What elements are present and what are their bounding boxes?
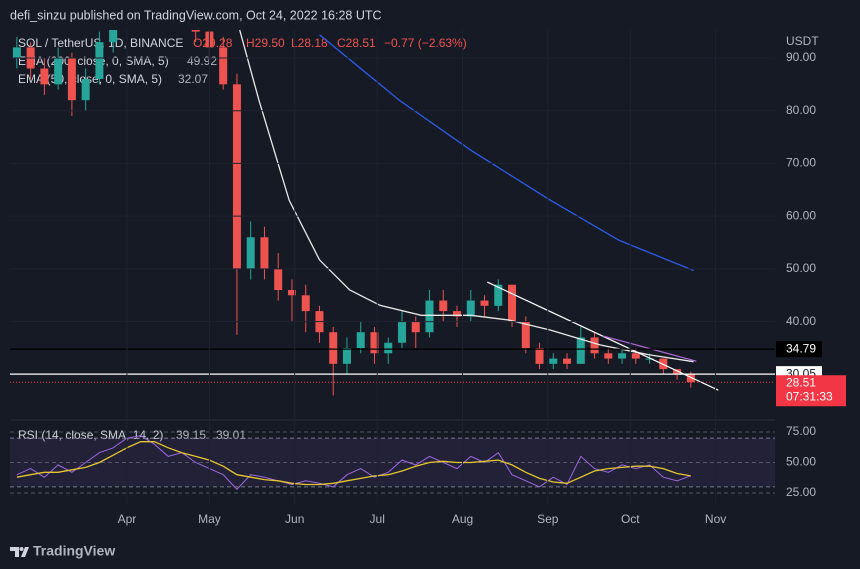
legend: SOL / TetherUS, 1D, BINANCE O29.28 H29.5… — [18, 36, 467, 442]
ohlc-low: L28.18 — [291, 36, 328, 50]
x-tick-label: May — [198, 512, 221, 526]
candle-body — [246, 237, 255, 269]
candle-body — [425, 300, 434, 333]
y-tick-label: 60.00 — [786, 208, 816, 222]
candle-body — [604, 353, 613, 359]
candle-body — [439, 300, 448, 312]
y-unit: USDT — [786, 34, 819, 48]
candle-body — [673, 369, 682, 375]
candle-body — [397, 321, 406, 343]
candle-body — [590, 337, 599, 354]
candle-body — [12, 47, 21, 58]
y-tick-label: 50.00 — [786, 261, 816, 275]
price-tag — [776, 341, 822, 358]
candle-body — [576, 337, 585, 364]
candle-body — [686, 374, 695, 383]
x-tick-label: Apr — [118, 512, 137, 526]
header: defi_sinzu published on TradingView.com,… — [10, 8, 382, 22]
candle-body — [645, 358, 654, 360]
rsi-band — [10, 438, 775, 487]
candle-body — [535, 348, 544, 364]
brand-logo — [10, 547, 29, 557]
candle-body — [508, 284, 517, 322]
candle-body — [329, 332, 338, 364]
candle-body — [480, 300, 489, 306]
candle-body — [356, 332, 365, 349]
candle-body — [95, 42, 104, 80]
brand: TradingView — [33, 543, 115, 559]
ema200-name: EMA (200, close, 0, SMA, 5) — [18, 54, 169, 68]
x-tick-label: Aug — [452, 512, 473, 526]
y-tick-label: 90.00 — [786, 50, 816, 64]
candle-body — [618, 353, 627, 359]
candle-body — [287, 290, 296, 296]
last-price-label: 28.51 — [786, 375, 816, 389]
candle-body — [384, 342, 393, 354]
x-tick-label: Jun — [285, 512, 304, 526]
ema-line — [239, 30, 694, 363]
price-tag-label: 34.79 — [786, 341, 816, 355]
candle-body — [109, 30, 118, 43]
ema50-name: EMA (50, close, 0, SMA, 5) — [18, 72, 162, 86]
candle-body — [232, 84, 241, 269]
ema-line — [319, 34, 694, 272]
candle-body — [370, 332, 379, 354]
x-tick-label: Nov — [705, 512, 726, 526]
candle-body — [260, 237, 269, 269]
ohlc-high: H29.50 — [246, 36, 285, 50]
ohlc-close: C28.51 — [337, 36, 376, 50]
candle-body — [521, 321, 530, 349]
x-tick-label: Oct — [621, 512, 640, 526]
x-tick-label: Jul — [370, 512, 385, 526]
candle-body — [631, 353, 640, 359]
ema200-value: 49.92 — [187, 54, 217, 68]
candle-body — [453, 311, 462, 317]
rsi-tick-label: 25.00 — [786, 485, 816, 499]
candle-body — [219, 47, 228, 85]
candle-body — [411, 321, 420, 333]
y-tick-label: 40.00 — [786, 314, 816, 328]
ema50-value: 32.07 — [178, 72, 208, 86]
x-tick-label: Sep — [537, 512, 559, 526]
candle-body — [40, 68, 49, 85]
candle-body — [563, 358, 572, 364]
candle-body — [54, 57, 63, 85]
candle-body — [67, 57, 76, 101]
ohlc-change: −0.77 (−2.63%) — [384, 36, 467, 50]
rsi-ma-line — [16, 441, 691, 486]
candle-body — [274, 268, 283, 291]
rsi-line — [16, 435, 691, 491]
candle-body — [191, 30, 200, 32]
y-tick-label: 70.00 — [786, 156, 816, 170]
countdown: 07:31:33 — [786, 389, 833, 403]
candle-body — [301, 295, 310, 312]
last-price-tag — [776, 375, 846, 407]
candle-body — [81, 79, 90, 101]
candle-body — [342, 348, 351, 364]
y-tick-label: 80.00 — [786, 103, 816, 117]
candle-body — [549, 358, 558, 364]
candle-body — [466, 300, 475, 317]
candle-body — [494, 284, 503, 306]
rsi-tick-label: 50.00 — [786, 455, 816, 469]
rsi-tick-label: 75.00 — [786, 424, 816, 438]
rsi-value: 39.15 — [176, 428, 206, 442]
